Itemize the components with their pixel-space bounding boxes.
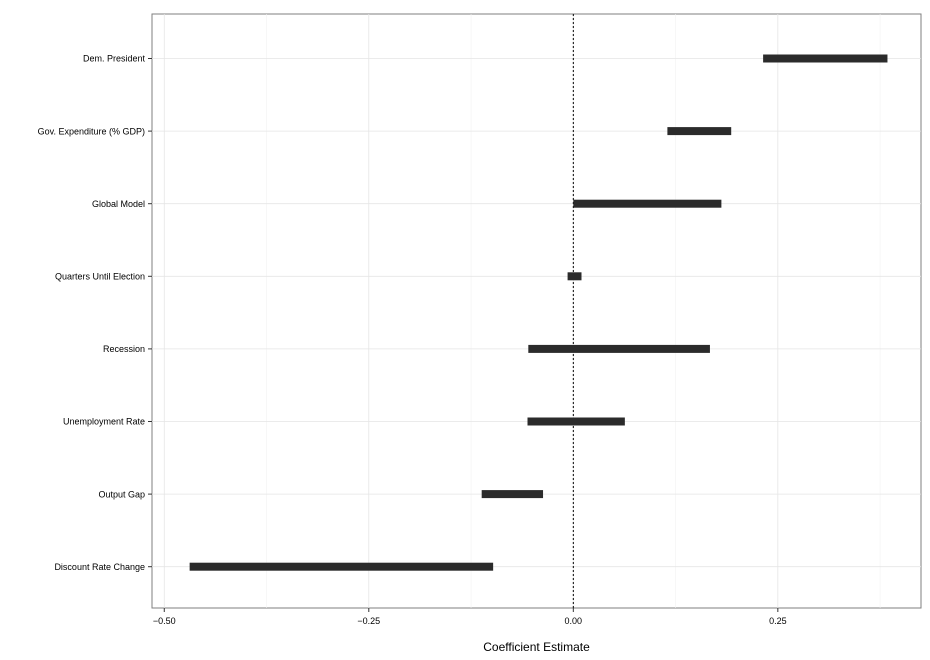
y-tick-label: Gov. Expenditure (% GDP) <box>38 126 145 136</box>
interval-bar <box>528 344 710 353</box>
x-tick-label: 0.25 <box>769 616 787 626</box>
y-tick-label: Quarters Until Election <box>55 272 145 282</box>
interval-bars <box>189 54 888 571</box>
x-axis-title: Coefficient Estimate <box>483 640 590 654</box>
y-tick-label: Discount Rate Change <box>54 562 145 572</box>
interval-bar <box>667 127 732 136</box>
x-tick-label: −0.50 <box>153 616 176 626</box>
interval-bar <box>567 272 582 281</box>
interval-bar <box>573 199 722 208</box>
y-tick-label: Recession <box>103 344 145 354</box>
x-tick-label: −0.25 <box>357 616 380 626</box>
x-tick-label: 0.00 <box>565 616 583 626</box>
y-tick-label: Unemployment Rate <box>63 417 145 427</box>
x-axis-labels: −0.50 −0.25 0.00 0.25 <box>153 608 787 626</box>
y-tick-label: Output Gap <box>98 489 145 499</box>
interval-bar <box>527 417 625 426</box>
interval-bar <box>763 54 888 63</box>
y-tick-label: Global Model <box>92 199 145 209</box>
interval-bar <box>481 490 544 499</box>
plot-panel <box>151 13 922 609</box>
interval-bar <box>189 562 494 571</box>
y-axis-labels: Dem. President Gov. Expenditure (% GDP) Gl… <box>38 54 152 572</box>
y-tick-label: Dem. President <box>83 54 146 64</box>
